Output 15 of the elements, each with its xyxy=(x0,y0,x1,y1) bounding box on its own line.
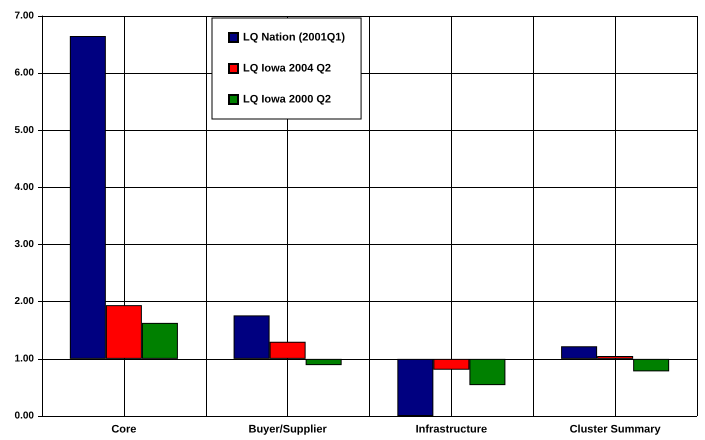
x-tick-label: Cluster Summary xyxy=(570,424,662,436)
y-tick-label: 0.00 xyxy=(14,410,34,422)
y-tick-label: 1.00 xyxy=(14,353,34,364)
legend-label: LQ Iowa 2004 Q2 xyxy=(243,62,332,74)
x-tick-label: Core xyxy=(111,424,136,436)
y-tick-label: 7.00 xyxy=(14,10,34,22)
y-tick-label: 2.00 xyxy=(14,296,34,308)
x-tick-label: Infrastructure xyxy=(416,424,488,436)
y-tick-label: 6.00 xyxy=(14,68,34,79)
y-tick-label: 4.00 xyxy=(14,182,34,193)
legend-label: LQ Iowa 2000 Q2 xyxy=(243,94,332,106)
y-tick-label: 3.00 xyxy=(14,239,34,250)
y-tick-label: 5.00 xyxy=(14,124,34,136)
legend-label: LQ Nation (2001Q1) xyxy=(243,32,346,44)
x-tick-label: Buyer/Supplier xyxy=(248,424,328,436)
